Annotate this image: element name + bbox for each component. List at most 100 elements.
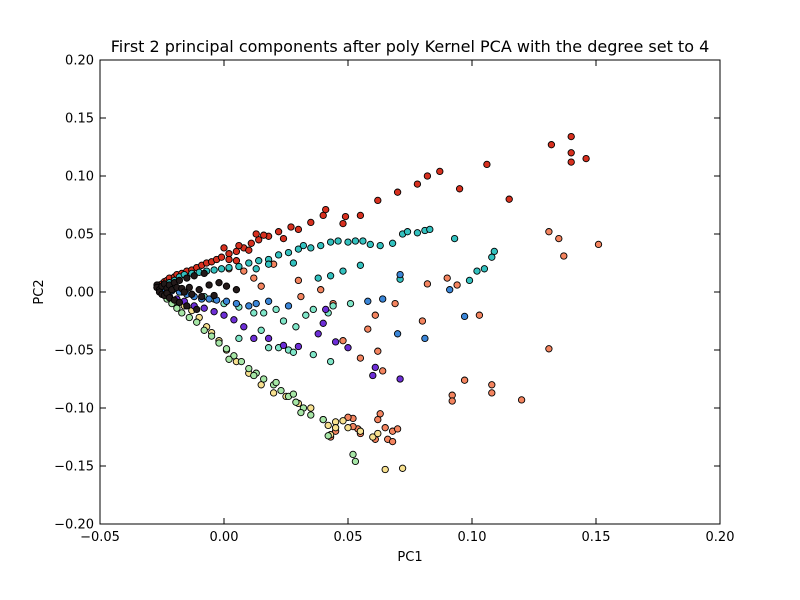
data-point — [193, 318, 201, 326]
data-point — [284, 248, 293, 257]
data-point — [364, 325, 372, 333]
data-point — [319, 415, 327, 424]
data-point — [339, 219, 347, 228]
data-point — [545, 345, 553, 353]
data-point — [555, 234, 563, 243]
data-point — [235, 334, 243, 343]
data-point — [183, 302, 191, 310]
data-point — [183, 274, 191, 282]
y-tick-label: −0.05 — [54, 344, 94, 359]
data-point — [232, 299, 241, 308]
data-point — [200, 304, 208, 312]
data-point — [388, 239, 397, 247]
data-point — [240, 267, 248, 275]
data-point — [294, 276, 303, 285]
y-tick-label: −0.10 — [54, 402, 94, 417]
data-point — [371, 363, 379, 372]
data-point — [297, 408, 305, 417]
data-point — [356, 261, 365, 269]
data-point — [225, 255, 233, 264]
data-point — [334, 237, 342, 245]
data-point — [505, 195, 513, 203]
data-point — [272, 378, 280, 387]
data-point — [473, 267, 481, 275]
data-point — [391, 299, 399, 308]
data-point — [237, 357, 246, 366]
data-point — [294, 225, 303, 234]
data-point — [307, 244, 315, 252]
data-point — [292, 323, 300, 331]
x-tick-label: 0.05 — [334, 530, 363, 545]
data-point — [279, 317, 288, 325]
data-point — [376, 241, 384, 250]
data-point — [222, 297, 231, 305]
data-point — [396, 270, 404, 279]
y-tick-label: 0.10 — [65, 170, 94, 185]
data-point — [371, 311, 379, 319]
data-point — [309, 305, 317, 314]
data-point — [198, 292, 206, 301]
x-axis-label: PC1 — [397, 550, 422, 565]
data-point — [381, 424, 389, 432]
data-point — [317, 241, 325, 250]
data-point — [326, 357, 335, 366]
chart-title: First 2 principal components after poly … — [111, 37, 710, 56]
y-tick-label: 0.00 — [65, 286, 94, 301]
data-point — [277, 386, 285, 395]
data-point — [222, 282, 231, 290]
data-point — [264, 260, 273, 268]
data-point — [245, 246, 253, 254]
data-point — [287, 223, 295, 231]
data-point — [279, 234, 288, 243]
data-point — [393, 425, 402, 433]
x-tick-label: 0.20 — [706, 530, 735, 545]
data-point — [374, 415, 382, 424]
data-point — [453, 281, 461, 289]
data-point — [329, 302, 337, 310]
data-point — [356, 427, 365, 435]
data-point — [264, 297, 273, 305]
data-point — [322, 305, 330, 314]
data-point — [217, 253, 226, 261]
data-point — [423, 280, 432, 288]
data-point — [339, 337, 347, 345]
data-point — [235, 262, 243, 271]
data-point — [483, 160, 491, 169]
x-tick-label: 0.10 — [458, 530, 487, 545]
data-point — [245, 302, 253, 310]
data-point — [331, 424, 340, 432]
data-point — [217, 265, 226, 273]
data-point — [374, 196, 382, 205]
y-tick-label: −0.20 — [54, 518, 94, 533]
x-tick-label: −0.05 — [80, 530, 120, 545]
data-point — [264, 344, 273, 352]
data-point — [388, 437, 397, 446]
data-point — [369, 371, 377, 380]
data-point — [594, 240, 603, 249]
data-point — [250, 334, 258, 343]
data-point — [326, 238, 335, 246]
data-point — [307, 404, 315, 412]
data-point — [289, 259, 298, 267]
data-point — [252, 265, 260, 273]
data-point — [317, 286, 325, 294]
data-point — [326, 272, 335, 280]
data-point — [260, 231, 268, 239]
data-point — [215, 279, 223, 287]
data-point — [235, 241, 243, 250]
data-point — [250, 309, 258, 317]
data-point — [188, 290, 196, 298]
data-point — [374, 429, 382, 438]
data-point — [250, 274, 258, 282]
y-axis-label: PC2 — [32, 279, 47, 304]
data-point — [359, 237, 367, 245]
data-point — [356, 354, 365, 362]
data-point — [413, 229, 422, 237]
data-point — [255, 257, 263, 265]
data-point — [322, 205, 330, 214]
data-point — [190, 272, 198, 280]
data-point — [230, 316, 238, 324]
data-point — [475, 311, 484, 319]
data-point — [344, 424, 352, 432]
